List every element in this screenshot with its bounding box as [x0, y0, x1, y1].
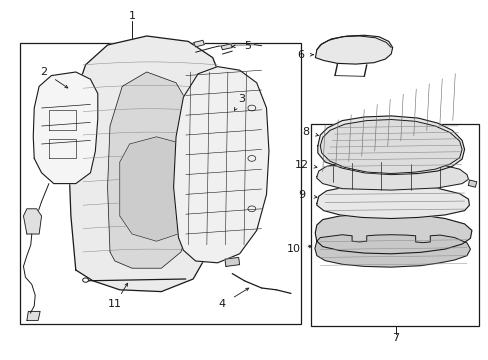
Polygon shape: [221, 44, 232, 50]
Polygon shape: [468, 180, 476, 187]
Bar: [20, 43, 300, 324]
Polygon shape: [27, 311, 40, 320]
Polygon shape: [68, 36, 224, 292]
Text: 8: 8: [302, 127, 308, 137]
Circle shape: [82, 278, 88, 282]
Text: 4: 4: [219, 299, 225, 309]
Text: 5: 5: [244, 41, 250, 51]
Text: 6: 6: [297, 50, 304, 60]
Polygon shape: [107, 72, 195, 268]
Polygon shape: [120, 137, 190, 241]
Text: 1: 1: [128, 11, 135, 21]
Polygon shape: [193, 40, 204, 47]
Polygon shape: [33, 72, 98, 184]
Polygon shape: [315, 35, 392, 64]
Polygon shape: [316, 162, 468, 190]
Text: 2: 2: [41, 67, 47, 77]
Text: 12: 12: [294, 159, 308, 170]
Text: 9: 9: [298, 190, 305, 201]
Polygon shape: [320, 120, 461, 174]
Polygon shape: [315, 213, 471, 254]
Polygon shape: [173, 67, 268, 263]
Polygon shape: [316, 186, 468, 219]
Bar: [310, 124, 478, 326]
Polygon shape: [317, 116, 464, 175]
Text: 3: 3: [238, 94, 245, 104]
Polygon shape: [224, 257, 239, 266]
Text: 11: 11: [108, 299, 122, 309]
Text: 10: 10: [286, 244, 300, 254]
Polygon shape: [314, 235, 469, 267]
Polygon shape: [23, 209, 41, 234]
Text: 7: 7: [392, 333, 399, 343]
